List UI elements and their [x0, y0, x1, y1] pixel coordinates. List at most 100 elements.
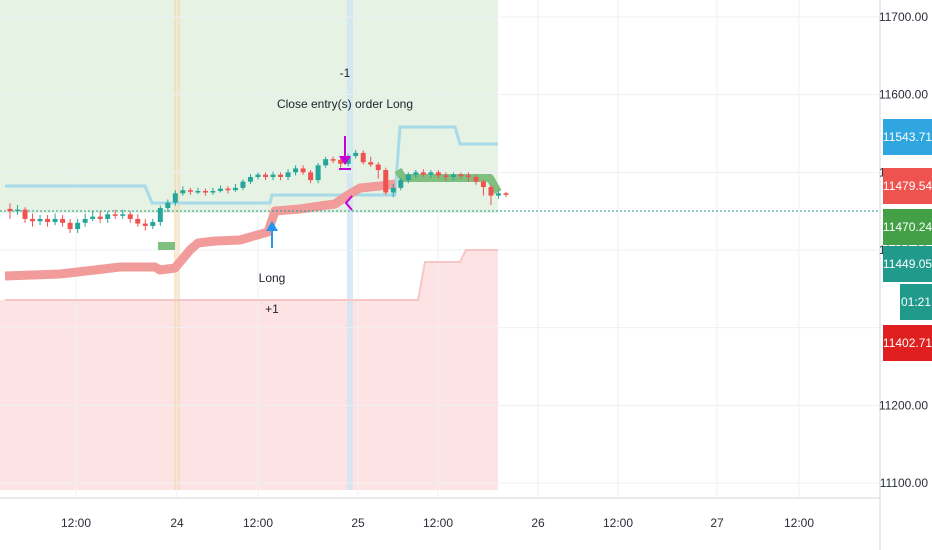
- exit-marker: [339, 136, 353, 211]
- candle-body: [338, 159, 344, 164]
- price-tag: 11449.05: [883, 246, 932, 282]
- exit-order-label: Close entry(s) order Long: [277, 97, 413, 111]
- candle-body: [210, 190, 216, 193]
- price-tags: 11543.71 11479.54 11470.24 11449.05 01:21 114…: [883, 119, 932, 361]
- green-stop-segment: [394, 167, 502, 194]
- candle-body: [60, 218, 66, 223]
- y-tick-label: 11200.00: [879, 398, 928, 412]
- x-tick-label: 12:00: [784, 516, 814, 530]
- candle-body: [473, 176, 479, 182]
- price-tag: 01:21: [900, 284, 932, 320]
- price-tag-bg: [883, 246, 932, 282]
- time-axis[interactable]: 12:00 24 12:00 25 12:00 26 12:00 27 12:00: [61, 516, 814, 530]
- price-tag-label: 01:21: [901, 295, 931, 309]
- candle-body: [330, 159, 336, 161]
- x-tick-label: 12:00: [243, 516, 273, 530]
- candle-body: [240, 181, 246, 188]
- candle-body: [315, 165, 321, 181]
- candle-body: [37, 218, 43, 222]
- x-tick-label: 26: [531, 516, 545, 530]
- exit-quantity-label: -1: [340, 66, 351, 80]
- candle-body: [172, 193, 178, 203]
- candlestick-series: [7, 149, 509, 233]
- candle-body: [308, 172, 314, 181]
- candle-body: [398, 180, 404, 188]
- candle-body: [157, 208, 163, 223]
- candle-body: [465, 175, 471, 177]
- price-tag-label: 11470.24: [883, 220, 932, 234]
- candle-body: [112, 214, 118, 216]
- candle-body: [285, 172, 291, 177]
- candle-body: [375, 164, 381, 171]
- candle-body: [458, 174, 464, 177]
- x-tick-label: 24: [170, 516, 184, 530]
- entry-label: Long: [259, 271, 286, 285]
- price-tag: 11479.54: [883, 168, 932, 204]
- candle-body: [278, 174, 284, 177]
- price-tag-label: 11543.71: [883, 130, 932, 144]
- candle-body: [488, 187, 494, 196]
- candle-body: [30, 218, 36, 222]
- candle-body: [255, 174, 261, 177]
- candle-body: [195, 190, 201, 193]
- candle-body: [142, 223, 148, 226]
- exit-arrow-icon: [344, 195, 353, 211]
- candle-body: [300, 168, 306, 173]
- y-tick-label: 11700.00: [879, 10, 928, 24]
- price-tag-bg: [900, 284, 932, 320]
- candle-body: [180, 190, 186, 194]
- candle-body: [225, 188, 231, 191]
- price-tag-bg: [883, 325, 932, 361]
- candle-body: [368, 162, 374, 165]
- candle-body: [135, 218, 141, 224]
- candle-body: [435, 172, 441, 176]
- lower-channel-line: [5, 249, 498, 301]
- candle-body: [270, 174, 276, 177]
- price-tag-label: 11402.71: [883, 336, 932, 350]
- price-tag-label: 11449.05: [883, 257, 932, 271]
- trailing-stop-band: [4, 179, 396, 281]
- price-tag-bg: [883, 168, 932, 204]
- candle-body: [22, 209, 28, 219]
- candle-body: [503, 193, 509, 195]
- x-tick-label: 12:00: [61, 516, 91, 530]
- candle-body: [495, 193, 501, 196]
- candle-body: [293, 168, 299, 173]
- candle-body: [52, 218, 58, 223]
- candle-body: [413, 172, 419, 175]
- candle-body: [67, 222, 73, 230]
- candle-body: [150, 222, 156, 226]
- candle-body: [428, 172, 434, 175]
- price-tag-bg: [883, 119, 932, 155]
- price-tag: 11402.71: [883, 325, 932, 361]
- price-tag-label: 11479.54: [883, 179, 932, 193]
- candle-body: [232, 187, 238, 191]
- candle-body: [390, 187, 396, 193]
- x-tick-label: 27: [710, 516, 724, 530]
- candle-body: [127, 214, 133, 219]
- x-tick-label: 12:00: [423, 516, 453, 530]
- grid-lines: [0, 0, 880, 498]
- candle-body: [323, 159, 329, 166]
- lower-red-band-step: [418, 250, 498, 300]
- candle-body: [97, 216, 103, 219]
- candle-body: [383, 170, 389, 193]
- candle-body: [217, 188, 223, 191]
- candle-body: [202, 190, 208, 193]
- candle-body: [82, 218, 88, 223]
- candle-body: [405, 174, 411, 181]
- price-tag-bg: [883, 209, 932, 245]
- price-tag: 11543.71: [883, 119, 932, 155]
- y-tick-label: 11100.00: [880, 476, 929, 490]
- lower-red-band: [0, 300, 498, 490]
- candle-body: [15, 209, 21, 212]
- entry-quantity-label: +1: [265, 302, 279, 316]
- y-tick-label: 11600.00: [879, 88, 928, 102]
- candle-body: [263, 174, 269, 177]
- candle-body: [450, 174, 456, 177]
- candle-body: [45, 218, 51, 223]
- x-tick-label: 25: [351, 516, 365, 530]
- candle-body: [353, 152, 359, 157]
- x-tick-label: 12:00: [603, 516, 633, 530]
